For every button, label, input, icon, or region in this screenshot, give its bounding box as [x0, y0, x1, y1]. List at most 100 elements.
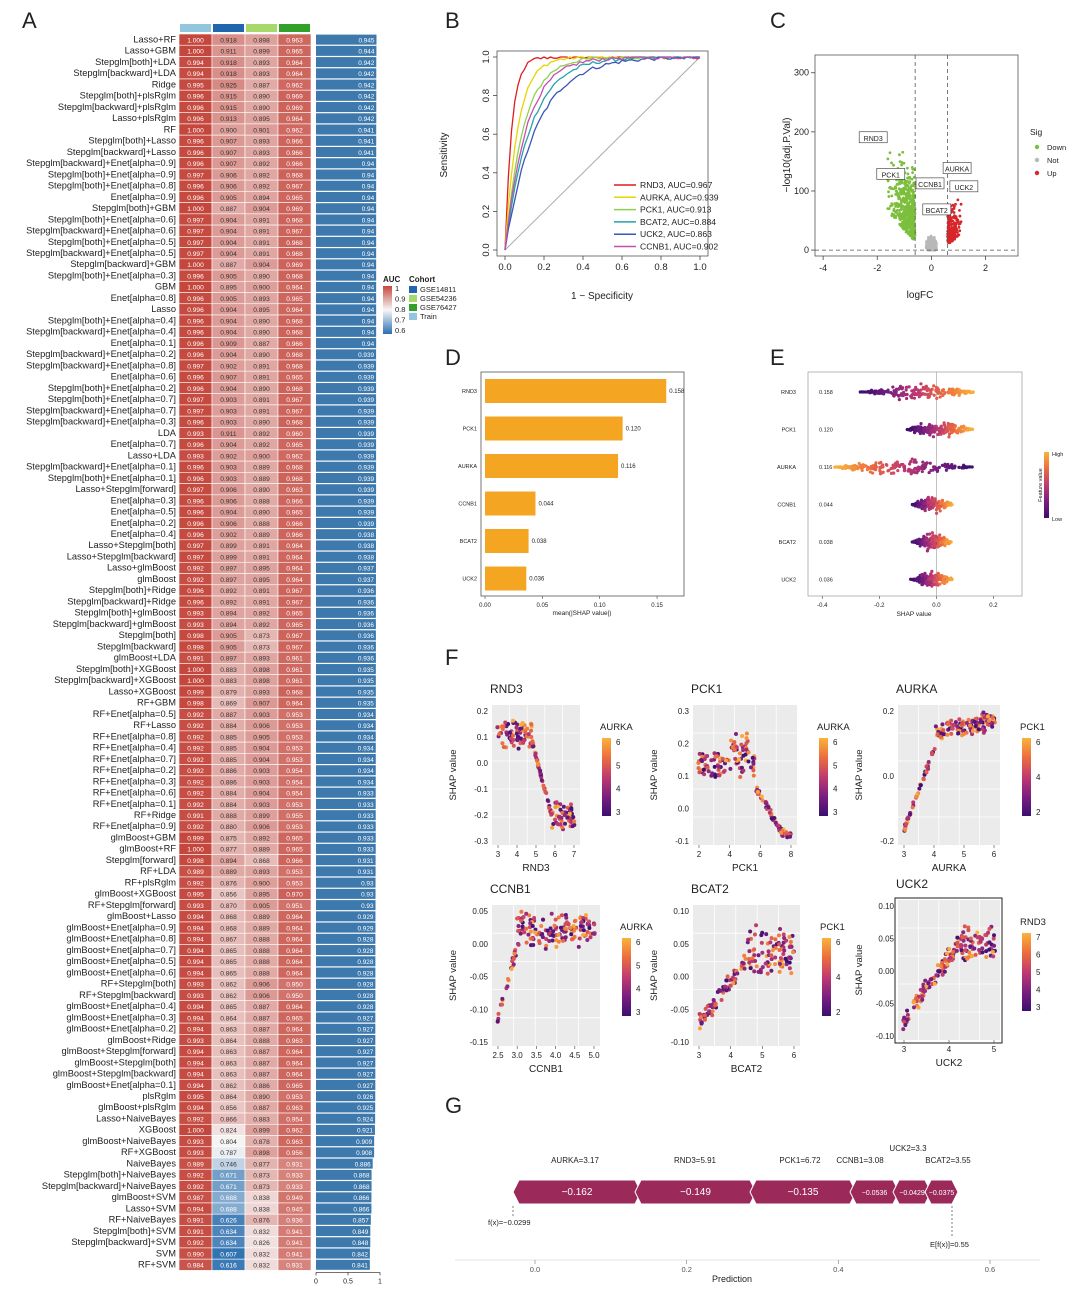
volcano-point-down: [890, 214, 894, 218]
beeswarm-point: [919, 382, 923, 386]
mean-auc-value: 0.928: [357, 970, 373, 977]
beeswarm-feature-label: BCAT2: [779, 540, 796, 546]
dependence-point: [724, 978, 729, 983]
heatmap-cell-value: 0.887: [253, 1060, 270, 1067]
volcano-point-down: [890, 202, 894, 206]
dependence-point: [571, 815, 576, 820]
volcano-point-up: [947, 218, 951, 222]
dependence-point: [972, 719, 977, 724]
dependence-point: [784, 938, 789, 943]
beeswarm-point: [902, 468, 907, 473]
model-label: NaiveBayes: [126, 1158, 176, 1168]
model-label: Ridge: [152, 79, 176, 89]
dependence-point: [787, 935, 792, 940]
volcano-point-down: [887, 195, 891, 198]
dependence-colorbar: [819, 738, 828, 816]
heatmap-cell-value: 0.992: [187, 1173, 204, 1180]
beeswarm-point: [887, 468, 891, 472]
volcano-point-up: [948, 214, 952, 218]
dependence-point: [709, 758, 714, 763]
volcano-point-down: [908, 180, 912, 184]
mean-auc-value: 0.944: [358, 49, 374, 56]
dependence-color-tick: 5: [636, 961, 641, 970]
heatmap-cell-value: 0.991: [187, 1218, 204, 1225]
model-label: Lasso+Stepglm[forward]: [75, 484, 176, 494]
model-label: glmBoost+RF: [119, 844, 176, 854]
dependence-point: [553, 917, 558, 922]
mean-auc-value: 0.936: [358, 599, 374, 606]
cohort-legend-label: Train: [420, 312, 437, 321]
dependence-point: [529, 734, 534, 739]
beeswarm-point: [930, 430, 934, 434]
model-label: Stepglm[backward]+NaiveBayes: [42, 1181, 176, 1191]
dependence-y-label: SHAP value: [448, 950, 459, 1001]
beeswarm-point: [925, 429, 929, 433]
dependence-point: [741, 768, 746, 773]
volcano-gene-label: AURKA: [945, 167, 969, 174]
beeswarm-point: [860, 468, 864, 473]
heatmap-cell-value: 0.906: [220, 498, 237, 505]
beeswarm-point: [934, 579, 938, 583]
beeswarm-point: [909, 472, 913, 476]
importance-value: 0.116: [621, 464, 636, 470]
beeswarm-point: [865, 467, 869, 472]
dependence-point: [530, 744, 535, 749]
mean-auc-value: 0.926: [357, 1094, 373, 1101]
dependence-point: [743, 956, 748, 961]
heatmap-cell-value: 1.000: [187, 206, 204, 213]
heatmap-cell-value: 0.885: [220, 746, 237, 753]
dependence-point: [702, 1013, 707, 1018]
volcano-x-tick-label: 0: [929, 263, 934, 273]
volcano-point-up: [954, 202, 957, 206]
heatmap-cell-value: 0.964: [286, 285, 303, 292]
mean-auc-value: 0.938: [358, 532, 374, 539]
heatmap-cell-value: 0.904: [220, 352, 237, 359]
dependence-point: [730, 744, 735, 749]
heatmap-cell-value: 0.894: [253, 195, 270, 202]
beeswarm-importance: 0.158: [819, 390, 833, 396]
beeswarm-point: [923, 542, 927, 546]
dependence-point: [765, 971, 770, 976]
beeswarm-point: [904, 385, 909, 389]
dependence-point: [756, 953, 761, 958]
dependence-point: [776, 933, 781, 938]
dependence-x-tick-label: 4: [932, 850, 937, 859]
heatmap-cell-value: 0.962: [286, 127, 303, 134]
dependence-point: [512, 951, 517, 956]
dependence-point: [940, 722, 945, 727]
model-label: RF+Ridge: [134, 810, 176, 820]
heatmap-cell-value: 0.964: [286, 577, 303, 584]
dependence-point: [981, 710, 986, 715]
dependence-point: [929, 750, 934, 755]
beeswarm-point: [932, 579, 936, 583]
beeswarm-point: [851, 468, 855, 472]
heatmap-cell-value: 0.894: [220, 858, 237, 865]
mean-auc-value: 0.942: [358, 82, 374, 89]
beeswarm-point: [932, 582, 936, 586]
dependence-point: [541, 783, 546, 788]
auc-legend-title: AUC: [383, 275, 401, 284]
mean-auc-value: 0.941: [358, 150, 374, 157]
heatmap-cell-value: 0.906: [253, 824, 270, 831]
dependence-x-tick-label: 3.5: [531, 1051, 543, 1060]
dependence-panel-bg: [693, 705, 797, 845]
model-label: Stepglm[backward]+LDA: [73, 68, 176, 78]
volcano-legend-dot: [1034, 170, 1040, 176]
volcano-x-tick-label: -2: [873, 263, 881, 273]
model-label: RF+plsRglm: [125, 877, 177, 887]
heatmap-cell-value: 0.941: [286, 1251, 303, 1258]
beeswarm-point: [946, 502, 950, 507]
volcano-point-down: [896, 182, 900, 186]
dependence-point: [579, 920, 584, 925]
volcano-point-down: [908, 234, 912, 237]
volcano-point-down: [902, 196, 906, 200]
heatmap-cell-value: 0.904: [220, 442, 237, 449]
heatmap-cell-value: 0.962: [286, 1128, 303, 1135]
mean-auc-bar: [316, 405, 377, 416]
heatmap-cell-value: 0.893: [253, 869, 270, 876]
beeswarm-point: [932, 384, 936, 388]
volcano-point-up: [958, 208, 961, 212]
beeswarm-point: [932, 541, 937, 545]
auc-legend-tick: 0.6: [395, 326, 405, 335]
beeswarm-point: [922, 502, 926, 506]
